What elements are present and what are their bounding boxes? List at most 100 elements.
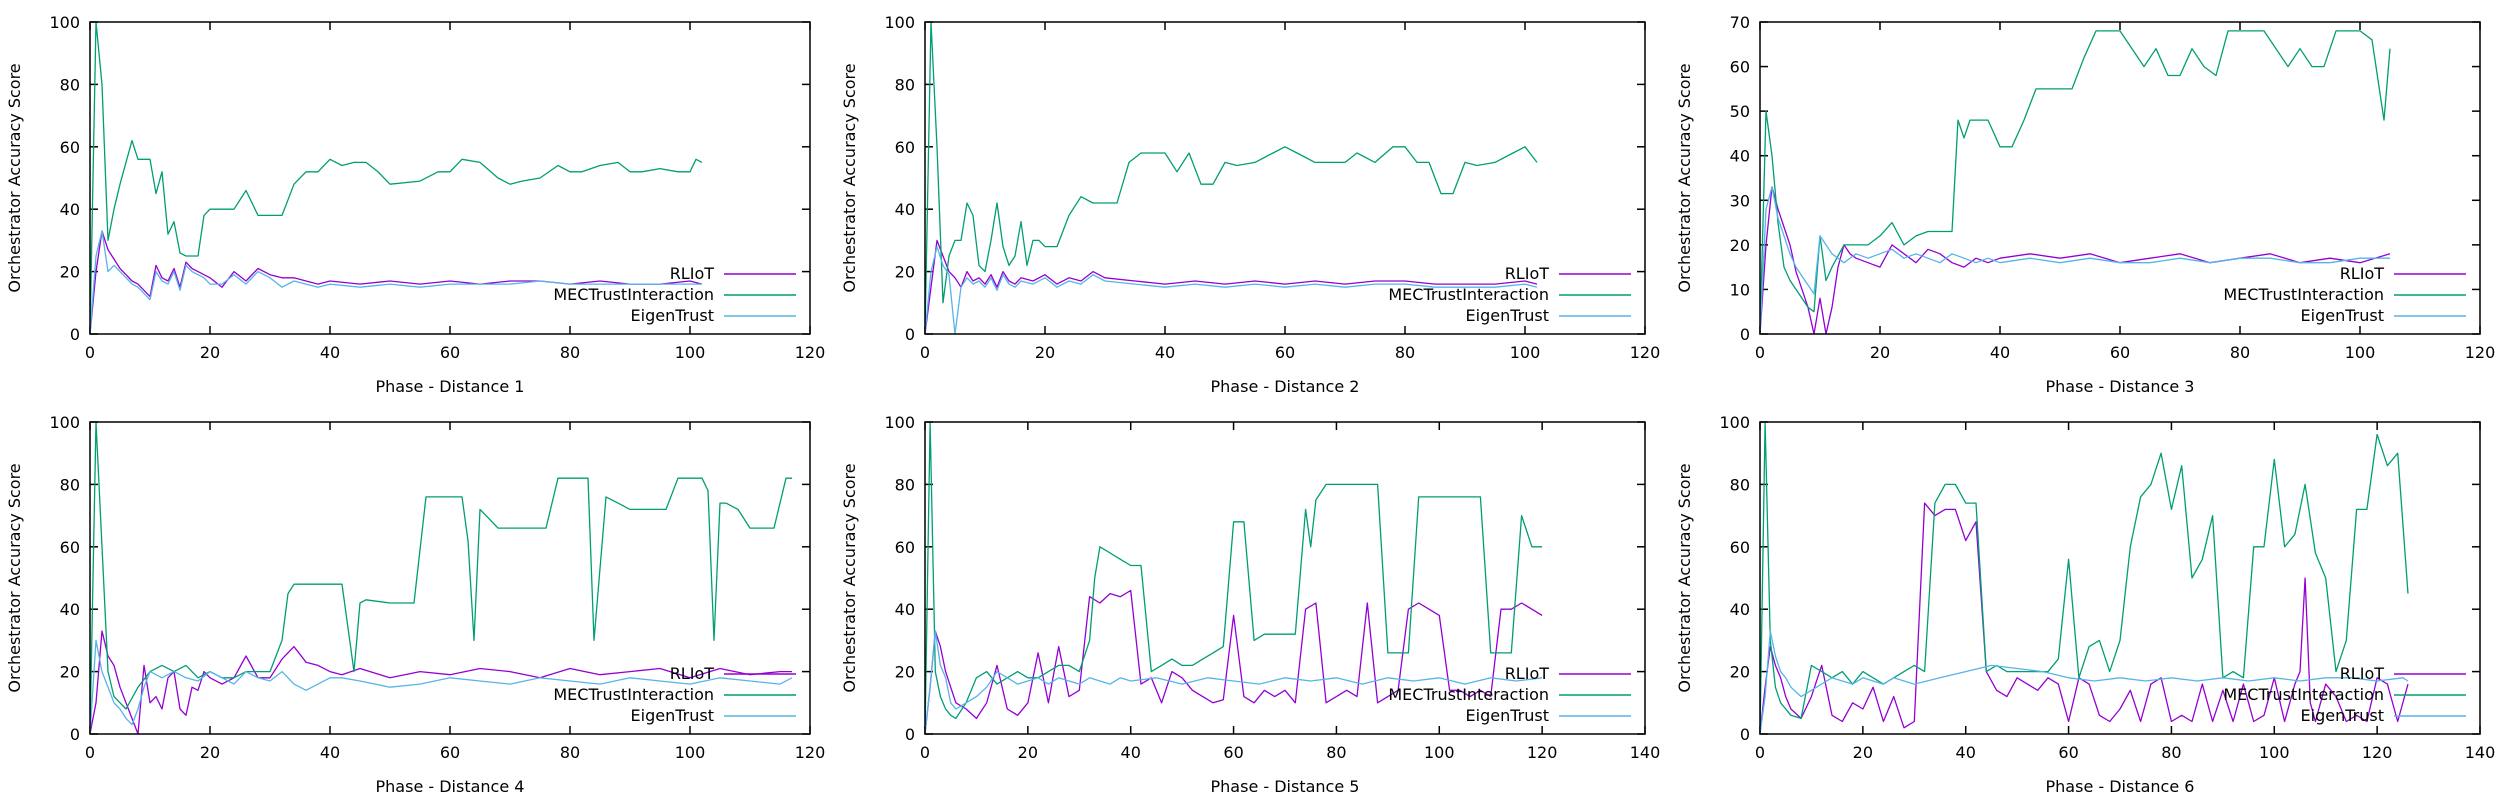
y-tick-label: 70 (1730, 13, 1750, 32)
y-tick-label: 100 (884, 13, 915, 32)
legend-label: MECTrustInteraction (2223, 685, 2384, 704)
y-tick-label: 80 (60, 475, 80, 494)
y-tick-label: 40 (1730, 600, 1750, 619)
legend-label: MECTrustInteraction (2223, 285, 2384, 304)
y-tick-label: 0 (1740, 725, 1750, 744)
y-tick-label: 40 (895, 600, 915, 619)
series-line-rliot (925, 239, 1538, 334)
plot-frame (89, 21, 811, 335)
y-tick-label: 40 (60, 600, 80, 619)
y-tick-label: 30 (1730, 191, 1750, 210)
y-tick-label: 0 (905, 725, 915, 744)
x-tick-label: 0 (1755, 343, 1765, 362)
y-tick-label: 20 (60, 663, 80, 682)
x-tick-label: 120 (2362, 743, 2393, 762)
x-tick-label: 120 (1630, 343, 1661, 362)
x-tick-label: 60 (2058, 743, 2078, 762)
x-tick-label: 80 (1326, 743, 1346, 762)
y-tick-label: 60 (60, 538, 80, 557)
y-tick-label: 80 (895, 475, 915, 494)
y-tick-label: 100 (49, 13, 80, 32)
legend-label: EigenTrust (631, 306, 714, 325)
legend-label: RLIoT (2340, 264, 2385, 283)
y-tick-label: 40 (895, 200, 915, 219)
y-tick-label: 20 (1730, 663, 1750, 682)
x-axis-label: Phase - Distance 1 (376, 377, 525, 396)
x-tick-label: 40 (1121, 743, 1141, 762)
x-tick-label: 40 (320, 343, 340, 362)
y-tick-label: 60 (895, 538, 915, 557)
y-axis-label: Orchestrator Accuracy Score (1675, 63, 1694, 292)
y-tick-label: 20 (895, 663, 915, 682)
x-tick-label: 40 (1990, 343, 2010, 362)
y-tick-label: 80 (1730, 475, 1750, 494)
y-axis-label: Orchestrator Accuracy Score (840, 463, 859, 692)
x-tick-label: 100 (2259, 743, 2290, 762)
x-tick-label: 120 (1527, 743, 1558, 762)
x-tick-label: 120 (795, 343, 826, 362)
x-tick-label: 120 (2465, 343, 2496, 362)
y-tick-label: 0 (70, 325, 80, 344)
x-tick-label: 20 (200, 343, 220, 362)
x-tick-label: 0 (85, 343, 95, 362)
chart-panel: 0 20 40 60 80 100 120 0 20 40 60 80 100 RLIoT MECTrust… (5, 13, 825, 396)
plot-frame (924, 421, 1646, 735)
y-axis-label: Orchestrator Accuracy Score (5, 463, 24, 692)
x-tick-label: 80 (1395, 343, 1415, 362)
series-line-mectrustinteraction (90, 22, 703, 334)
x-tick-label: 140 (2465, 743, 2496, 762)
y-tick-label: 50 (1730, 102, 1750, 121)
x-tick-label: 40 (320, 743, 340, 762)
legend-label: RLIoT (1505, 664, 1550, 683)
x-tick-label: 20 (200, 743, 220, 762)
y-tick-label: 20 (1730, 236, 1750, 255)
x-tick-label: 80 (2230, 343, 2250, 362)
x-tick-label: 60 (2110, 343, 2130, 362)
y-tick-label: 60 (1730, 538, 1750, 557)
y-tick-label: 60 (895, 138, 915, 157)
series-line-rliot (90, 630, 792, 734)
x-tick-label: 20 (1035, 343, 1055, 362)
chart-panel: 0 20 40 60 80 100 120 140 0 20 40 60 80 100 RLIoT MECTr… (1675, 413, 2495, 796)
x-axis-label: Phase - Distance 5 (1211, 777, 1360, 796)
y-tick-label: 40 (60, 200, 80, 219)
chart-panel: 0 20 40 60 80 100 120 0 20 40 60 80 100 RLIoT MECTrust… (5, 413, 825, 796)
legend-label: RLIoT (1505, 264, 1550, 283)
x-axis-label: Phase - Distance 2 (1211, 377, 1360, 396)
x-tick-label: 60 (440, 343, 460, 362)
x-tick-label: 140 (1630, 743, 1661, 762)
y-axis-label: Orchestrator Accuracy Score (5, 63, 24, 292)
x-axis-label: Phase - Distance 6 (2046, 777, 2195, 796)
series-line-mectrustinteraction (1760, 422, 2409, 734)
legend-label: EigenTrust (1466, 706, 1549, 725)
x-tick-label: 100 (2345, 343, 2376, 362)
y-tick-label: 80 (895, 75, 915, 94)
x-tick-label: 0 (920, 343, 930, 362)
x-tick-label: 80 (560, 743, 580, 762)
series-line-eigentrust (1760, 186, 2390, 334)
series-line-eigentrust (925, 630, 1543, 734)
y-tick-label: 100 (1719, 413, 1750, 432)
x-tick-label: 40 (1155, 343, 1175, 362)
legend-label: EigenTrust (1466, 306, 1549, 325)
series-line-rliot (925, 589, 1543, 734)
series-line-mectrustinteraction (1760, 30, 2391, 334)
legend-label: EigenTrust (631, 706, 714, 725)
y-tick-label: 0 (905, 325, 915, 344)
chart-panel: 0 20 40 60 80 100 120 140 0 20 40 60 80 100 RLIoT MECTr… (840, 413, 1660, 796)
y-tick-label: 0 (1740, 325, 1750, 344)
series-line-eigentrust (90, 639, 793, 734)
y-tick-label: 20 (895, 263, 915, 282)
y-tick-label: 80 (60, 75, 80, 94)
plot-frame (89, 421, 811, 735)
x-tick-label: 60 (1223, 743, 1243, 762)
legend-label: MECTrustInteraction (553, 685, 714, 704)
x-axis-label: Phase - Distance 4 (376, 777, 525, 796)
y-axis-label: Orchestrator Accuracy Score (1675, 463, 1694, 692)
x-tick-label: 100 (675, 743, 706, 762)
x-tick-label: 80 (2161, 743, 2181, 762)
legend-label: MECTrustInteraction (1388, 285, 1549, 304)
y-tick-label: 0 (70, 725, 80, 744)
legend-label: MECTrustInteraction (553, 285, 714, 304)
